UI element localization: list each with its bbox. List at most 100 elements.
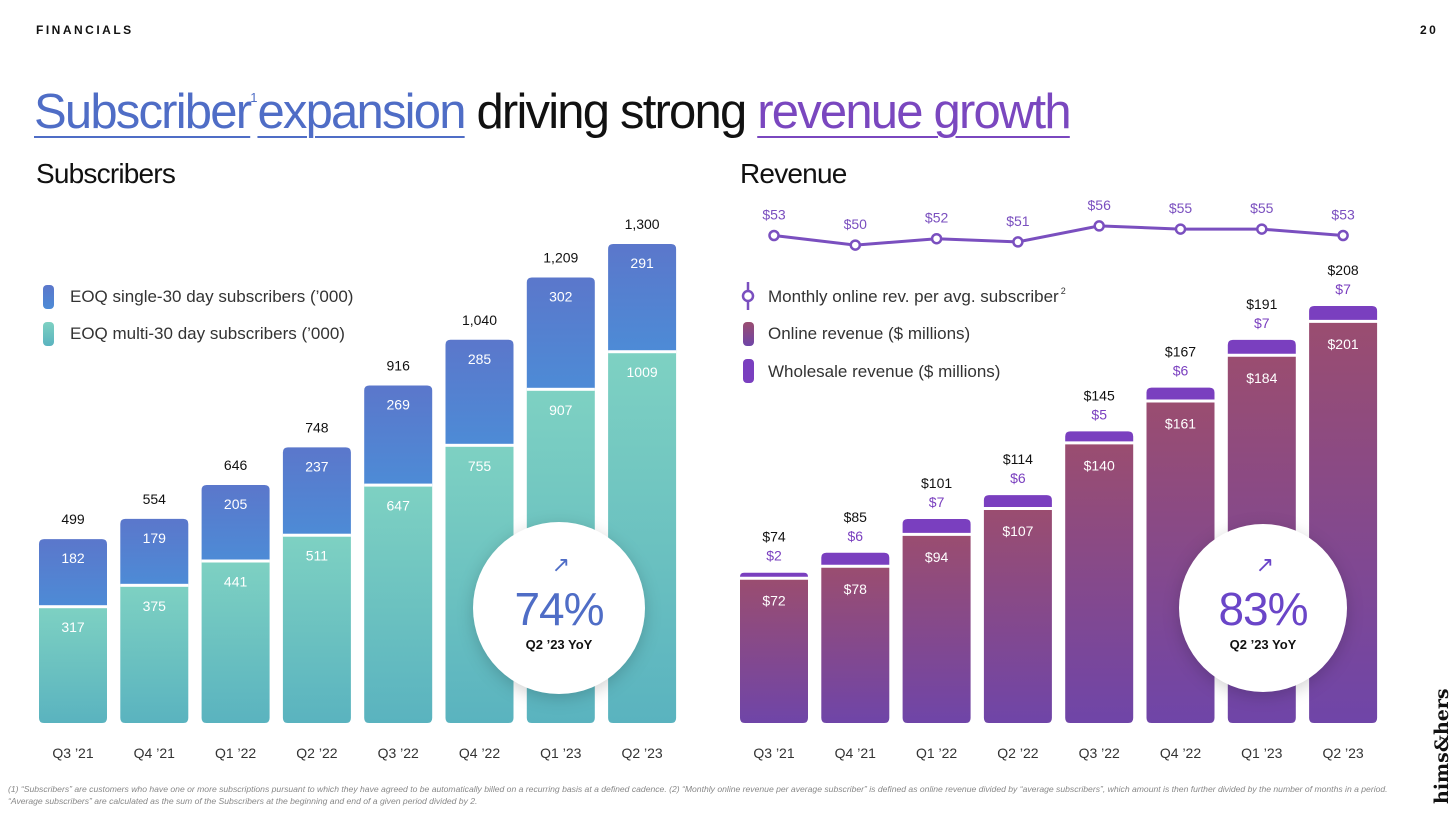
- category-label-7: Q2 ’23: [621, 745, 662, 761]
- wholesale-value-5: $6: [1173, 363, 1189, 379]
- subscribers-title: Subscribers: [36, 158, 176, 189]
- online-value-5: $161: [1165, 416, 1196, 432]
- headline-subscriber: Subscriber: [34, 85, 252, 139]
- wholesale-value-6: $7: [1254, 315, 1270, 331]
- total-value-2: 646: [224, 457, 248, 473]
- arpu-value-4: $56: [1088, 197, 1112, 213]
- online-value-4: $140: [1084, 457, 1115, 473]
- multi-bar-4: [364, 484, 433, 723]
- category-label-0: Q3 ’21: [52, 745, 93, 761]
- wholesale-bar-1: [821, 552, 890, 565]
- revenue-category-label-3: Q2 ’22: [997, 745, 1038, 761]
- brand-logo: hims&hers: [1431, 688, 1453, 804]
- revenue-growth-value: 83%: [1218, 583, 1307, 635]
- revenue-total-1: $85: [844, 509, 868, 525]
- arpu-value-1: $50: [844, 216, 868, 232]
- revenue-total-4: $145: [1084, 387, 1115, 403]
- total-value-7: 1,300: [625, 216, 660, 232]
- revenue-category-label-2: Q1 ’22: [916, 745, 957, 761]
- multi-value-6: 907: [549, 402, 573, 418]
- single-value-3: 237: [305, 458, 329, 474]
- arpu-value-5: $55: [1169, 200, 1193, 216]
- revenue-chart: $72 $2 $74 Q3 ’21 $78 $6 $85 Q4 ’21 $94 $7 $101 Q1 …: [740, 197, 1378, 761]
- headline-footnote-mark: 1: [250, 90, 258, 105]
- online-value-0: $72: [762, 593, 786, 609]
- legend-swatch-multi: [43, 322, 54, 346]
- category-label-4: Q3 ’22: [378, 745, 419, 761]
- multi-value-2: 441: [224, 574, 248, 590]
- multi-value-7: 1009: [627, 364, 658, 380]
- revenue-total-6: $191: [1246, 296, 1277, 312]
- legend-swatch-online: [743, 322, 754, 346]
- revenue-growth-callout-circle: [1179, 524, 1347, 692]
- single-bar-1: [120, 518, 189, 585]
- single-value-4: 269: [387, 396, 411, 412]
- arpu-value-0: $53: [762, 207, 786, 223]
- legend-label-wholesale: Wholesale revenue ($ millions): [768, 362, 1000, 381]
- multi-value-0: 317: [61, 619, 85, 635]
- revenue-title: Revenue: [740, 158, 847, 189]
- legend-label-arpu: Monthly online rev. per avg. subscriber 2: [768, 286, 1066, 306]
- headline: Subscriber1expansion driving strong reve…: [34, 68, 1072, 142]
- footnote: (1) “Subscribers” are customers who have…: [8, 784, 1388, 806]
- multi-bar-3: [282, 534, 351, 723]
- revenue-growth-arrow-icon: ↗: [1256, 553, 1274, 578]
- wholesale-value-2: $7: [929, 494, 945, 510]
- wholesale-bar-4: [1065, 431, 1134, 442]
- revenue-category-label-7: Q2 ’23: [1322, 745, 1363, 761]
- single-bar-6: [526, 277, 595, 389]
- online-value-1: $78: [844, 581, 868, 597]
- single-bar-7: [608, 244, 677, 352]
- revenue-total-7: $208: [1328, 262, 1359, 278]
- total-value-3: 748: [305, 419, 329, 435]
- legend-swatch-single: [43, 285, 54, 309]
- page-number: 20: [1420, 23, 1439, 37]
- arpu-value-2: $52: [925, 210, 949, 226]
- legend-label-multi: EOQ multi-30 day subscribers (’000): [70, 324, 345, 343]
- revenue-total-0: $74: [762, 529, 786, 545]
- multi-value-4: 647: [387, 498, 411, 514]
- total-value-5: 1,040: [462, 312, 497, 328]
- online-value-3: $107: [1002, 523, 1033, 539]
- legend-label-online: Online revenue ($ millions): [768, 324, 970, 343]
- multi-value-5: 755: [468, 458, 492, 474]
- single-bar-0: [39, 539, 107, 607]
- online-value-6: $184: [1246, 370, 1277, 386]
- online-bar-2: [902, 535, 971, 723]
- bar-separator-7: [608, 350, 677, 354]
- wholesale-value-4: $5: [1091, 406, 1107, 422]
- category-label-2: Q1 ’22: [215, 745, 256, 761]
- revenue-growth-label: Q2 ’23 YoY: [1230, 637, 1297, 652]
- wholesale-bar-2: [902, 518, 971, 533]
- arpu-point-5: [1174, 223, 1187, 235]
- arpu-point-2: [930, 232, 943, 245]
- arpu-point-3: [1012, 236, 1024, 248]
- multi-bar-2: [201, 560, 270, 723]
- single-value-5: 285: [468, 351, 492, 367]
- online-bar-0: [740, 579, 808, 723]
- growth-label: Q2 ’23 YoY: [526, 637, 593, 652]
- single-value-1: 179: [143, 530, 167, 546]
- single-value-6: 302: [549, 289, 573, 305]
- online-value-7: $201: [1328, 336, 1359, 352]
- headline-middle: driving strong: [464, 85, 758, 139]
- wholesale-bar-0: [740, 572, 808, 577]
- wholesale-bar-3: [983, 495, 1052, 508]
- arpu-line: [773, 224, 1344, 247]
- arpu-value-7: $53: [1331, 207, 1355, 223]
- revenue-category-label-6: Q1 ’23: [1241, 745, 1282, 761]
- growth-arrow-icon: ↗: [552, 553, 570, 578]
- single-value-2: 205: [224, 496, 248, 512]
- revenue-total-2: $101: [921, 475, 952, 491]
- arpu-value-6: $55: [1250, 200, 1274, 216]
- multi-bar-0: [39, 606, 107, 723]
- single-bar-3: [282, 447, 351, 535]
- total-value-0: 499: [61, 511, 85, 527]
- subscribers-chart: 182 317 499 Q3 ’21 179 375 554 Q4 ’21 205 441 646 Q…: [39, 216, 677, 761]
- legend-label-single: EOQ single-30 day subscribers (’000): [70, 287, 353, 306]
- total-value-1: 554: [143, 491, 167, 507]
- wholesale-bar-6: [1227, 339, 1296, 354]
- arpu-point-0: [768, 229, 780, 242]
- arpu-point-6: [1256, 223, 1268, 235]
- arpu-value-3: $51: [1006, 213, 1030, 229]
